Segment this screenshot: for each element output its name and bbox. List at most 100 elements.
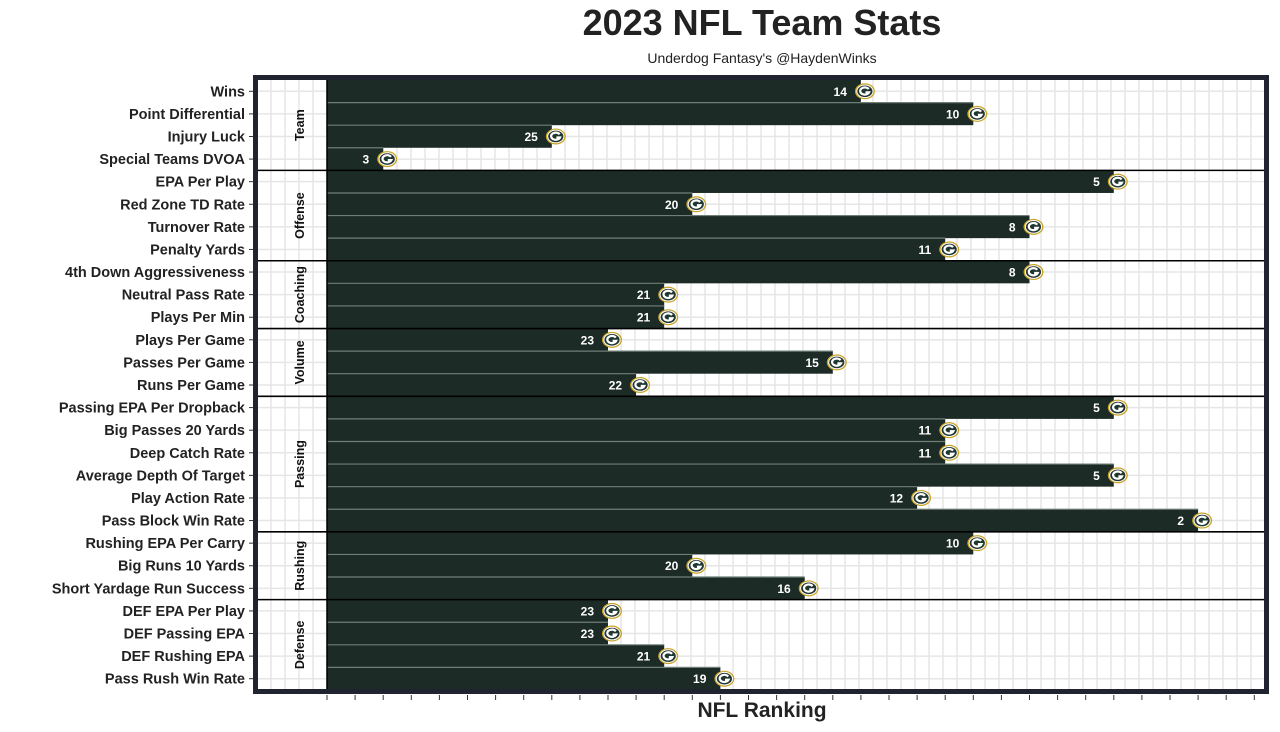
bar [327, 373, 637, 397]
team-logo-icon [377, 151, 398, 168]
rank-label: 16 [777, 582, 791, 596]
logo-g [943, 244, 956, 254]
group-label: Rushing [293, 541, 307, 591]
chart-subtitle: Underdog Fantasy's @HaydenWinks [647, 50, 877, 66]
row-label: Neutral Pass Rate [122, 288, 245, 304]
team-logo-icon [1192, 512, 1213, 529]
row-label: DEF Rushing EPA [121, 649, 245, 665]
rank-label: 10 [946, 537, 960, 551]
rank-label: 20 [665, 559, 679, 573]
logo-g [381, 154, 394, 164]
chart-title: 2023 NFL Team Stats [582, 2, 942, 43]
bar [327, 238, 946, 261]
logo-g [859, 86, 871, 96]
team-logo-icon [939, 241, 960, 258]
rank-label: 10 [946, 107, 960, 121]
team-logo-icon [602, 625, 622, 642]
rank-label: 14 [834, 85, 848, 99]
row-label: Point Differential [129, 107, 245, 123]
rank-label: 5 [1093, 175, 1100, 189]
rank-label: 8 [1009, 220, 1016, 234]
bar [327, 667, 721, 690]
group-label: Team [293, 109, 307, 141]
team-logo-icon [826, 354, 847, 371]
team-logo-icon [911, 489, 932, 506]
logo-g [1196, 515, 1209, 525]
rank-label: 12 [890, 491, 904, 505]
bar [327, 170, 1114, 193]
rank-label: 8 [1009, 266, 1016, 280]
x-axis-label: NFL Ranking [697, 699, 827, 722]
team-logo-icon [630, 377, 651, 393]
row-label: Rushing EPA Per Carry [85, 536, 245, 552]
bar [327, 147, 384, 171]
row-label: Short Yardage Run Success [52, 581, 245, 597]
row-label: Pass Rush Win Rate [105, 672, 245, 688]
rank-label: 15 [805, 356, 819, 370]
bar [327, 644, 665, 668]
row-label: EPA Per Play [156, 175, 245, 191]
logo-g [1027, 267, 1040, 277]
rank-label: 5 [1093, 401, 1100, 415]
logo-g [1112, 402, 1124, 412]
rank-label: 23 [581, 604, 595, 618]
bar [327, 418, 946, 442]
row-label: Big Passes 20 Yards [104, 423, 245, 439]
rank-label: 23 [581, 333, 595, 347]
bar [327, 486, 918, 510]
bar [327, 441, 946, 465]
team-logo-icon [1107, 399, 1128, 416]
row-label: Plays Per Min [151, 310, 245, 326]
group-label: Volume [293, 340, 307, 384]
row-label: Average Depth Of Target [76, 468, 245, 484]
row-label: Play Action Rate [131, 491, 245, 507]
rank-label: 21 [637, 288, 651, 302]
team-logo-icon [658, 648, 679, 665]
rank-label: 21 [637, 311, 651, 325]
team-logo-icon [545, 128, 566, 145]
logo-g [690, 199, 703, 209]
rank-label: 22 [609, 379, 623, 393]
logo-g [662, 289, 675, 300]
bar [327, 531, 974, 555]
team-logo-icon [939, 444, 960, 461]
rank-label: 2 [1177, 514, 1184, 528]
logo-g [690, 560, 703, 571]
row-label: Injury Luck [168, 129, 246, 145]
team-logo-icon [1023, 218, 1044, 235]
logo-g [943, 425, 956, 435]
bar [327, 509, 1199, 532]
logo-g [606, 334, 618, 345]
row-label: DEF Passing EPA [124, 627, 246, 643]
logo-g [662, 651, 675, 661]
bar [327, 215, 1030, 239]
team-logo-icon [658, 309, 679, 326]
row-label: Big Runs 10 Yards [118, 559, 245, 575]
team-logo-icon [714, 670, 735, 687]
logo-g [802, 583, 815, 593]
bar [327, 305, 665, 329]
rank-label: 19 [693, 672, 707, 686]
row-label: Deep Catch Rate [130, 446, 245, 462]
rank-label: 20 [665, 198, 679, 212]
bar [327, 622, 608, 645]
group-label: Defense [293, 620, 307, 669]
row-label: Passing EPA Per Dropback [59, 401, 246, 417]
team-logo-icon [658, 286, 679, 303]
logo-g [831, 357, 843, 367]
bar [327, 125, 552, 148]
rank-label: 25 [524, 130, 538, 144]
logo-g [1027, 221, 1040, 232]
bar [327, 328, 608, 352]
logo-g [943, 447, 956, 458]
bar [327, 260, 1030, 284]
panel-frame [253, 75, 1269, 694]
row-label: Special Teams DVOA [99, 152, 245, 168]
row-label: Penalty Yards [150, 242, 245, 258]
rank-label: 11 [919, 424, 932, 438]
bar [327, 102, 974, 126]
row-label: Turnover Rate [148, 220, 245, 236]
team-logo-icon [967, 535, 988, 552]
logo-g [634, 380, 647, 390]
